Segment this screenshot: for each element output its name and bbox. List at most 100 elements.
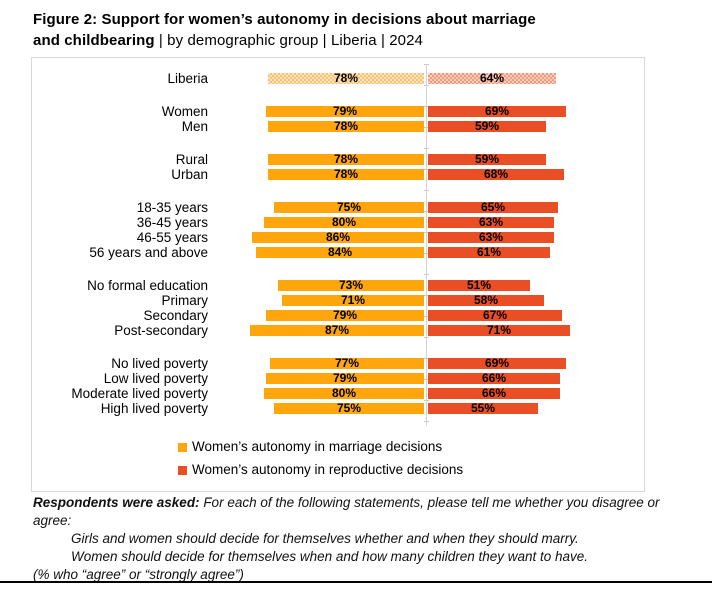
reproductive-bar: 61% [428,245,550,259]
marriage-bar: 86% [252,230,424,244]
bar-value-label: 58% [473,293,499,307]
category-label: Urban [171,167,208,182]
footnote-note: (% who “agree” or “strongly agree”) [33,567,244,582]
figure-title: Figure 2: Support for women’s autonomy i… [33,9,683,51]
marriage-bar: 87% [250,323,424,337]
reproductive-bar: 58% [428,293,544,307]
bar-value-label: 86% [325,230,351,244]
category-label: Rural [175,152,208,167]
category-label: Primary [161,293,209,308]
bar-value-label: 69% [484,104,510,118]
reproductive-bar: 51% [428,278,530,292]
bar-value-label: 84% [327,245,353,259]
bar-value-label: 80% [331,386,357,400]
reproductive-bar: 59% [428,119,546,133]
bar-value-label: 59% [474,152,500,166]
marriage-legend-swatch [178,442,187,452]
diverging-bar-plot: Liberia 78% 64% Women 79% 69% Men 78% 59% Rural 78… [32,58,644,491]
bar-value-label: 51% [466,278,492,292]
category-label: No formal education [87,278,208,293]
marriage-bar: 78% [268,71,424,85]
category-label: Men [181,119,208,134]
figure-title-line2: and childbearing | by demographic group … [33,32,423,49]
reproductive-bar: 55% [428,401,538,415]
legend-item-marriage: Women’s autonomy in marriage decisions [178,439,443,454]
reproductive-bar: 59% [428,152,546,166]
reproductive-bar: 69% [428,104,566,118]
category-label: Secondary [143,308,208,323]
bar-value-label: 87% [324,323,350,337]
footnote-statement-childbearing: Women should decide for themselves when … [71,549,589,564]
footnote: Respondents were asked: For each of the … [33,494,690,584]
marriage-bar: 79% [266,371,424,385]
bar-value-label: 63% [478,230,504,244]
reproductive-legend-label: Women’s autonomy in reproductive decisio… [192,462,464,477]
category-label: Moderate lived poverty [71,386,208,401]
marriage-bar: 79% [266,105,424,117]
bar-value-label: 68% [483,167,509,181]
reproductive-bar: 66% [428,386,560,400]
category-label: 56 years and above [89,245,208,260]
category-label: Post-secondary [114,323,208,338]
bar-value-label: 64% [479,71,505,85]
bar-value-label: 71% [486,323,512,337]
bar-value-label: 78% [333,119,359,133]
marriage-bar: 78% [268,167,424,181]
bar-value-label: 73% [338,278,364,292]
bar-value-label: 75% [336,200,362,214]
reproductive-bar: 69% [428,356,566,370]
reproductive-bar: 68% [428,167,564,181]
bar-value-label: 55% [470,401,496,415]
bar-value-label: 78% [333,71,359,85]
bar-value-label: 66% [481,386,507,400]
reproductive-bar: 63% [428,230,554,244]
category-label: 46-55 years [136,230,208,245]
reproductive-bar: 71% [428,323,570,337]
marriage-bar: 78% [268,152,424,166]
bar-value-label: 79% [332,371,358,385]
marriage-bar: 79% [266,308,424,322]
bar-value-label: 79% [332,308,358,322]
reproductive-bar: 63% [428,216,554,228]
category-label: Women [161,104,208,119]
marriage-bar: 78% [268,119,424,133]
bar-value-label: 61% [476,245,502,259]
bar-value-label: 71% [340,293,366,307]
bar-value-label: 78% [333,152,359,166]
marriage-bar: 71% [282,293,424,307]
reproductive-legend-swatch [178,465,187,475]
bar-value-label: 59% [474,119,500,133]
bar-value-label: 65% [480,200,506,214]
bar-value-label: 75% [336,401,362,415]
category-label: Low lived poverty [103,371,208,386]
bar-value-label: 67% [482,308,508,322]
bar-value-label: 77% [334,356,360,370]
legend-item-reproductive: Women’s autonomy in reproductive decisio… [178,462,464,477]
marriage-legend-label: Women’s autonomy in marriage decisions [192,439,443,454]
category-label: Liberia [167,71,208,86]
footnote-question: Respondents were asked: For each of the … [33,495,660,528]
bar-value-label: 69% [484,356,510,370]
bar-value-label: 78% [333,167,359,181]
bottom-divider [0,581,712,583]
bar-value-label: 80% [331,215,357,229]
footnote-statement-marriage: Girls and women should decide for themse… [71,531,579,546]
reproductive-bar: 67% [428,308,562,322]
reproductive-bar: 65% [428,200,558,214]
marriage-bar: 73% [278,278,424,292]
category-label: High lived poverty [100,401,208,416]
marriage-bar: 75% [274,401,424,415]
marriage-bar: 75% [274,200,424,214]
marriage-bar: 77% [270,356,424,370]
category-label: 36-45 years [136,215,208,230]
reproductive-bar: 64% [428,71,556,85]
category-label: 18-35 years [136,200,208,215]
bar-value-label: 66% [481,371,507,385]
marriage-bar: 80% [264,215,424,229]
marriage-bar: 84% [256,245,424,259]
marriage-bar: 80% [264,386,424,400]
reproductive-bar: 66% [428,371,560,385]
chart-frame: Liberia 78% 64% Women 79% 69% Men 78% 59% Rural 78… [31,57,645,492]
center-axis-line [426,64,427,426]
